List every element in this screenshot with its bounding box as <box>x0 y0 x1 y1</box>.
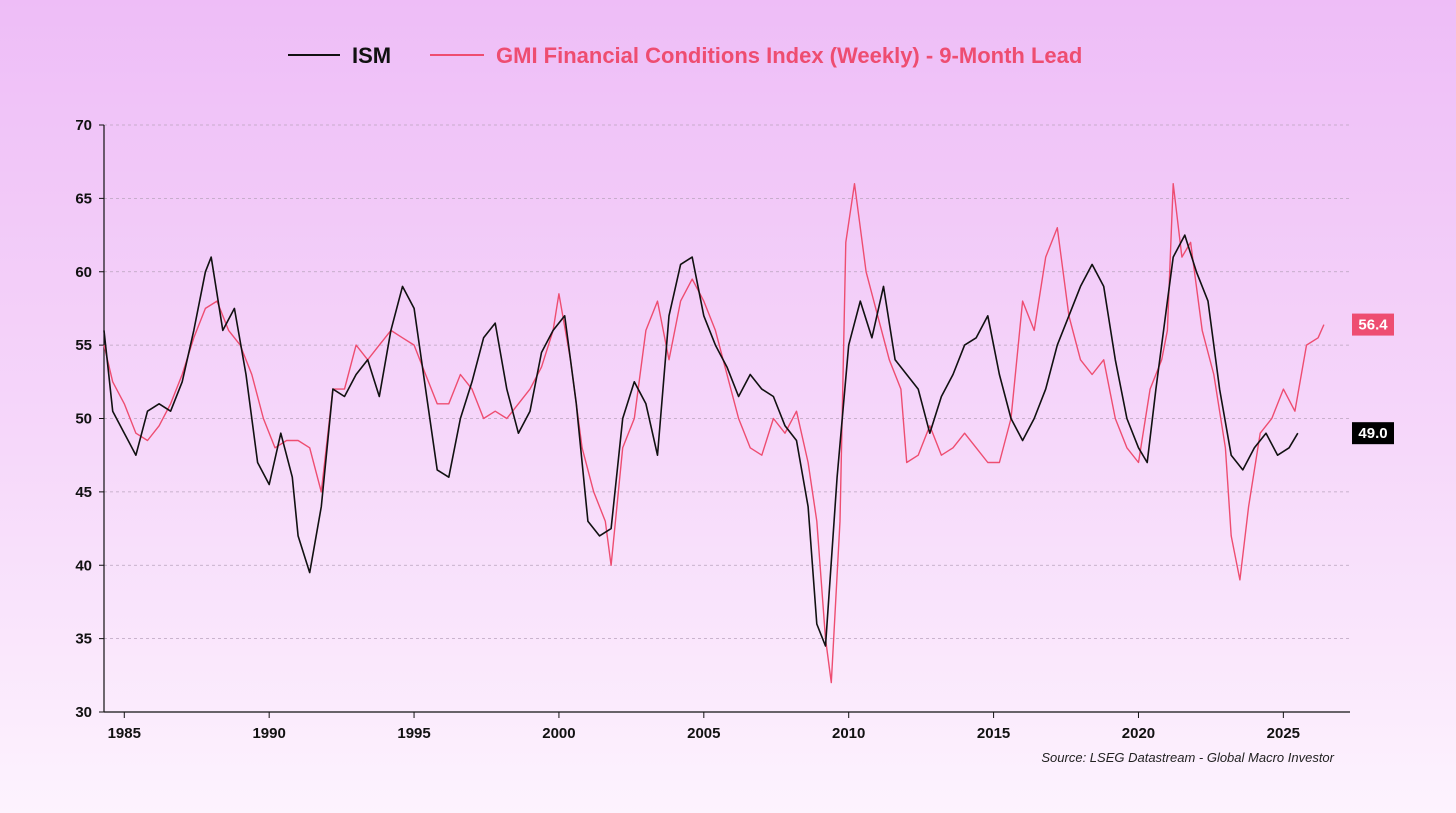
legend-label-ism: ISM <box>352 43 391 68</box>
legend-label-gmi: GMI Financial Conditions Index (Weekly) … <box>496 43 1082 68</box>
series-lines <box>103 183 1325 684</box>
y-tick-label: 55 <box>75 337 92 354</box>
legend: ISM GMI Financial Conditions Index (Week… <box>288 43 1082 68</box>
y-axis-ticks: 30 35 40 45 50 55 60 65 70 <box>75 117 104 721</box>
end-labels: 56.4 49.0 <box>1352 313 1394 445</box>
y-tick-label: 65 <box>75 190 92 207</box>
end-label-text: 56.4 <box>1358 317 1388 334</box>
gridlines <box>104 124 1350 640</box>
y-tick-label: 70 <box>75 117 92 134</box>
x-tick-label: 2010 <box>832 725 865 742</box>
y-tick-label: 50 <box>75 411 92 428</box>
x-tick-label: 2000 <box>542 725 575 742</box>
y-tick-label: 30 <box>75 704 92 721</box>
y-tick-label: 35 <box>75 631 92 648</box>
x-tick-label: 1990 <box>252 725 285 742</box>
series-line-gmi <box>103 183 1325 684</box>
end-label-box <box>1352 422 1394 445</box>
end-label-box <box>1352 313 1394 336</box>
y-tick-label: 60 <box>75 264 92 281</box>
y-tick-label: 45 <box>75 484 92 501</box>
x-axis-ticks: 1985 1990 1995 2000 2005 2010 2015 2020 2025 <box>108 712 1300 742</box>
end-label-text: 49.0 <box>1358 425 1387 442</box>
y-tick-label: 40 <box>75 557 92 574</box>
x-tick-label: 1985 <box>108 725 141 742</box>
end-label-ism: 49.0 <box>1352 422 1394 445</box>
series-line-ism <box>103 234 1299 647</box>
x-tick-label: 2025 <box>1267 725 1300 742</box>
end-label-gmi: 56.4 <box>1352 313 1394 336</box>
x-tick-label: 2015 <box>977 725 1010 742</box>
x-tick-label: 1995 <box>397 725 430 742</box>
source-note: Source: LSEG Datastream - Global Macro I… <box>1041 750 1334 765</box>
x-tick-label: 2020 <box>1122 725 1155 742</box>
x-tick-label: 2005 <box>687 725 720 742</box>
